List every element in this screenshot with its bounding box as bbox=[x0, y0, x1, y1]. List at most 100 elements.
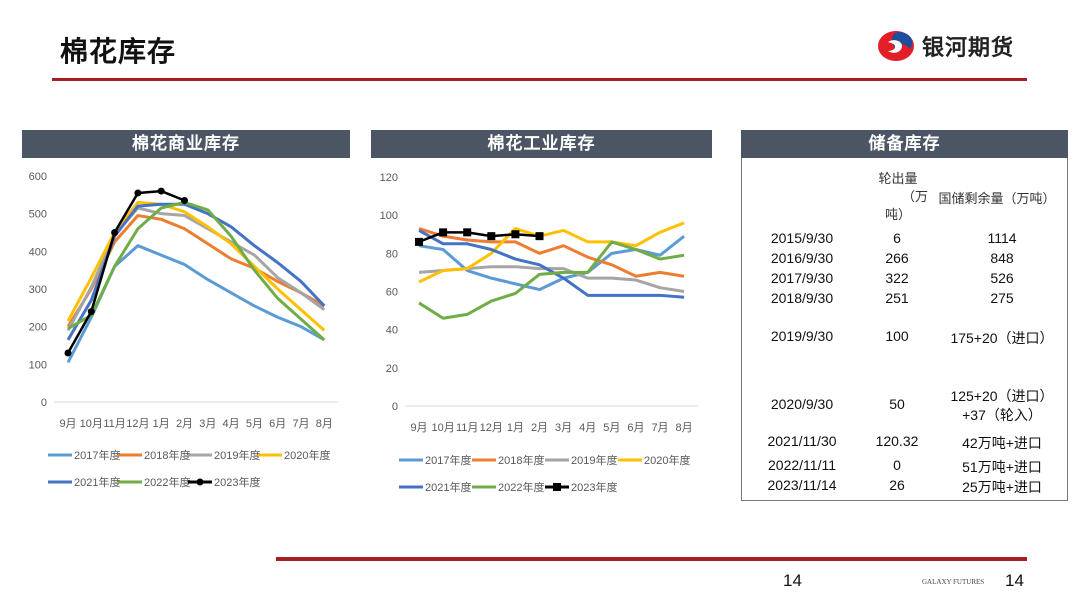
data-point bbox=[511, 230, 520, 239]
x-tick-label: 1月 bbox=[507, 422, 524, 434]
x-tick-label: 10月 bbox=[80, 418, 103, 430]
legend-label: 2021年度 bbox=[425, 480, 471, 494]
page-number-right: 14 bbox=[1005, 571, 1024, 590]
x-tick-label: 1月 bbox=[153, 418, 170, 430]
reserve-out: 120.32 bbox=[875, 433, 919, 449]
x-tick-label: 3月 bbox=[199, 418, 216, 430]
x-tick-label: 6月 bbox=[269, 418, 286, 430]
series-line-2022年度 bbox=[67, 200, 326, 341]
reserve-date: 2017/9/30 bbox=[770, 270, 834, 286]
reserve-inventory-header: 储备库存 bbox=[741, 130, 1068, 158]
reserve-date: 2023/11/14 bbox=[767, 477, 837, 493]
data-point bbox=[87, 308, 95, 316]
brand-name: 银河期货 bbox=[922, 36, 1015, 61]
reserve-remain: 125+20（进口） bbox=[950, 388, 1054, 404]
y-tick-label: 300 bbox=[29, 284, 47, 296]
reserve-remain: 848 bbox=[990, 250, 1014, 266]
reserve-table: 轮出量 （万 吨） 国储剩余量（万吨） 2015/9/30 6 1114 2016/9… bbox=[741, 158, 1068, 501]
legend-label: 2020年度 bbox=[644, 453, 690, 467]
legend-label: 2017年度 bbox=[74, 448, 120, 462]
legend-label: 2022年度 bbox=[498, 480, 544, 494]
data-point bbox=[463, 228, 472, 237]
x-tick-label: 6月 bbox=[627, 422, 644, 434]
col-header-out-line2: （万 bbox=[901, 190, 928, 205]
reserve-remain: 275 bbox=[990, 290, 1014, 306]
series-line-2023年度 bbox=[418, 231, 540, 244]
page-title: 棉花库存 bbox=[60, 35, 177, 68]
reserve-out: 6 bbox=[893, 230, 901, 246]
series-line-2020年度 bbox=[418, 221, 685, 284]
reserve-date: 2016/9/30 bbox=[770, 250, 834, 266]
x-tick-label: 7月 bbox=[651, 422, 668, 434]
reserve-out: 0 bbox=[893, 457, 901, 473]
reserve-date: 2021/11/30 bbox=[767, 433, 837, 449]
galaxy-logo-icon bbox=[878, 31, 914, 61]
footer-brand: GALAXY FUTURES bbox=[922, 578, 985, 586]
reserve-date: 2018/9/30 bbox=[770, 290, 834, 306]
reserve-date: 2022/11/11 bbox=[768, 457, 836, 473]
y-tick-label: 0 bbox=[392, 401, 398, 413]
y-tick-label: 40 bbox=[386, 325, 398, 337]
series-line-2018年度 bbox=[418, 227, 685, 278]
col-header-out-line3: 吨） bbox=[884, 208, 911, 223]
y-tick-label: 0 bbox=[41, 397, 47, 409]
reserve-remain: 1114 bbox=[987, 230, 1017, 246]
series-line-2021年度 bbox=[418, 229, 685, 299]
data-point bbox=[64, 349, 72, 357]
legend-label: 2018年度 bbox=[144, 448, 190, 462]
reserve-out: 251 bbox=[885, 290, 909, 306]
reserve-remain: 526 bbox=[990, 270, 1014, 286]
header-divider bbox=[52, 78, 1027, 81]
data-point bbox=[134, 189, 142, 197]
reserve-remain: 51万吨+进口 bbox=[962, 459, 1042, 475]
y-tick-label: 80 bbox=[386, 248, 398, 260]
x-tick-label: 11月 bbox=[103, 418, 125, 430]
data-point bbox=[415, 237, 423, 246]
legend-marker bbox=[196, 478, 204, 486]
reserve-out: 266 bbox=[885, 250, 909, 266]
legend-marker bbox=[553, 483, 561, 491]
x-tick-label: 5月 bbox=[246, 418, 263, 430]
series-line-2023年度 bbox=[66, 189, 185, 354]
legend-label: 2017年度 bbox=[425, 453, 471, 467]
data-point bbox=[487, 232, 496, 241]
legend-label: 2022年度 bbox=[144, 475, 190, 489]
col-header-out-line1: 轮出量 bbox=[878, 172, 918, 187]
reserve-out: 322 bbox=[885, 270, 909, 286]
series-line-2020年度 bbox=[66, 200, 326, 332]
commercial-inventory-header: 棉花商业库存 bbox=[22, 130, 350, 158]
commercial-inventory-chart: 0 100 200 300 400 500 600 9月 10月 11月 12月 1月 2月 3月 4月 5月… bbox=[29, 171, 339, 489]
reserve-date: 2019/9/30 bbox=[770, 328, 834, 344]
data-point bbox=[439, 228, 448, 237]
x-tick-label: 4月 bbox=[579, 422, 596, 434]
x-tick-label: 9月 bbox=[59, 418, 76, 430]
reserve-out: 100 bbox=[885, 328, 909, 344]
y-tick-label: 400 bbox=[29, 246, 47, 258]
x-tick-label: 5月 bbox=[603, 422, 620, 434]
reserve-remain: 42万吨+进口 bbox=[962, 435, 1042, 451]
x-tick-label: 12月 bbox=[126, 418, 149, 430]
legend-label: 2020年度 bbox=[284, 448, 330, 462]
x-tick-label: 2月 bbox=[176, 418, 193, 430]
x-tick-label: 12月 bbox=[480, 422, 503, 434]
x-tick-label: 10月 bbox=[431, 422, 454, 434]
reserve-remain: 175+20（进口） bbox=[950, 330, 1054, 346]
reserve-date: 2020/9/30 bbox=[770, 396, 834, 412]
x-tick-label: 9月 bbox=[410, 422, 427, 434]
x-tick-label: 2月 bbox=[531, 422, 548, 434]
reserve-remain: 25万吨+进口 bbox=[962, 479, 1042, 495]
data-point bbox=[111, 229, 119, 236]
legend-label: 2019年度 bbox=[214, 448, 260, 462]
reserve-out: 50 bbox=[889, 396, 905, 412]
legend-label: 2023年度 bbox=[571, 480, 617, 494]
x-tick-label: 11月 bbox=[456, 422, 478, 434]
x-tick-label: 3月 bbox=[555, 422, 572, 434]
reserve-out: 26 bbox=[889, 477, 905, 493]
y-tick-label: 100 bbox=[29, 359, 47, 371]
series-line-2022年度 bbox=[418, 240, 685, 320]
y-tick-label: 200 bbox=[29, 322, 47, 334]
industrial-inventory-chart: 0 20 40 60 80 100 120 9月 10月 11月 12月 1月 2月 3月 4月 5月 6月 7月… bbox=[380, 172, 699, 494]
data-point bbox=[535, 232, 544, 241]
y-tick-label: 20 bbox=[386, 363, 398, 375]
legend-label: 2018年度 bbox=[498, 453, 544, 467]
